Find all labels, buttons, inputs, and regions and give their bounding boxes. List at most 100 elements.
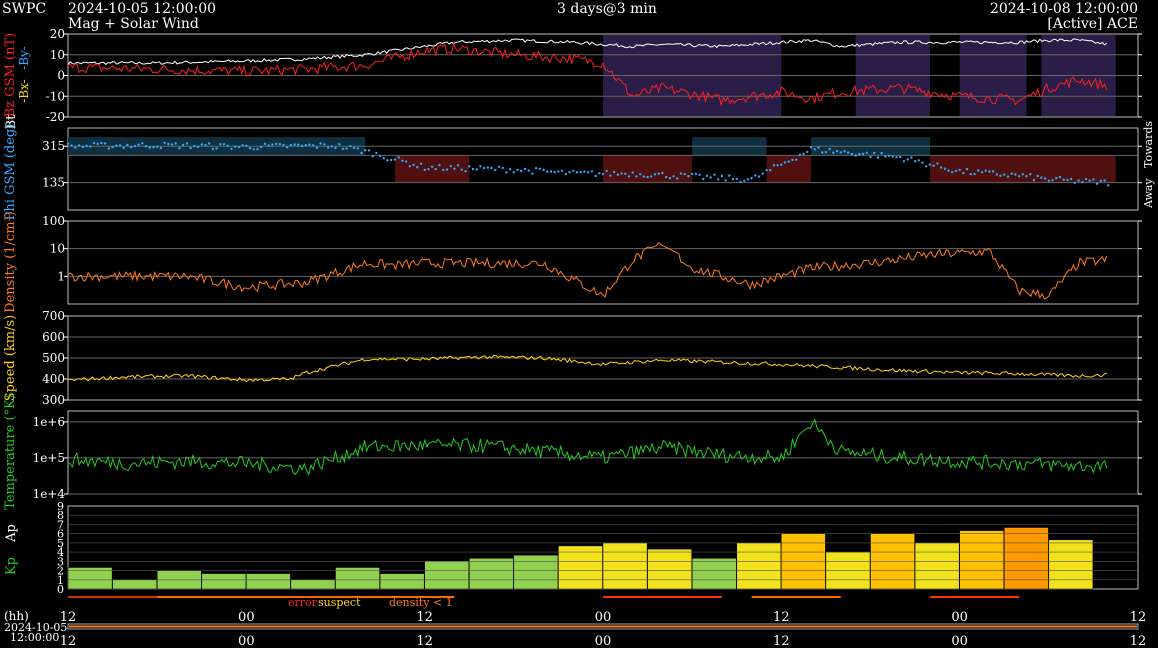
kp-bar [647, 548, 692, 590]
x-tick-label-top: 12 [60, 610, 77, 625]
temperature-series-line [67, 418, 1108, 476]
phi-point [839, 151, 842, 154]
phi-point [1017, 175, 1021, 178]
phi-point [761, 172, 764, 175]
phi-point [679, 172, 683, 175]
phi-point [936, 162, 939, 165]
timeline-bar [67, 623, 1139, 630]
phi-point [315, 146, 319, 149]
phi-point [1107, 184, 1110, 187]
quality-flag-segment [365, 596, 455, 598]
phi-point [728, 174, 731, 177]
phi-point [70, 144, 73, 147]
phi-point [798, 153, 802, 157]
phi-point [486, 166, 489, 169]
bt-series-line [67, 38, 1108, 66]
phi-point [739, 180, 742, 184]
phi-point [81, 145, 85, 149]
phi-point [1021, 173, 1024, 176]
kp-bar [201, 573, 247, 590]
phi-point [178, 147, 181, 150]
phi-point [750, 177, 753, 180]
phi-point [208, 142, 211, 145]
phi-point [234, 145, 237, 148]
phi-point [624, 172, 627, 175]
phi-point [77, 144, 81, 147]
phi-point [672, 175, 675, 178]
phi-point [271, 143, 274, 146]
phi-point [538, 167, 541, 170]
phi-point [717, 178, 720, 181]
kp-bar [558, 545, 603, 590]
phi-point [1043, 177, 1047, 180]
phi-point [356, 147, 359, 150]
time-span: 3 days@3 min [557, 1, 657, 17]
phi-point [973, 172, 976, 176]
speed-tick-label: 400 [42, 372, 65, 386]
phi-point [746, 178, 750, 181]
phi-point [308, 143, 311, 146]
phi-point [1066, 178, 1069, 182]
phi-point [854, 154, 857, 157]
x-tick-label-bottom: 00 [951, 634, 968, 648]
kp-bar [1004, 527, 1049, 590]
kp-bar [513, 554, 559, 590]
x-time-label: 12:00:00 [10, 631, 59, 644]
phi-point [984, 169, 987, 172]
phi-point [646, 175, 649, 179]
phi-point [453, 167, 456, 170]
temperature-tick-label: 1e+5 [33, 451, 65, 465]
phi-point [1047, 179, 1051, 182]
phi-point [167, 142, 170, 146]
phi-point [152, 146, 155, 149]
phi-point [211, 147, 215, 151]
kp-tick-label: 4 [57, 546, 64, 559]
phi-point [104, 142, 107, 145]
phi-point [456, 164, 460, 167]
kp-tick-label: 7 [57, 518, 64, 531]
phi-point [564, 172, 567, 176]
phi-point [694, 172, 698, 176]
phi-point [665, 175, 668, 179]
x-tick-label-top: 12 [773, 610, 790, 625]
ap-axis-label: Ap [4, 524, 19, 543]
plot-subtitle: Mag + Solar Wind [68, 16, 199, 32]
phi-point [546, 170, 549, 173]
phi-point [442, 168, 445, 172]
phi-point [375, 151, 378, 155]
phi-point [928, 163, 932, 166]
phi-point [687, 174, 690, 178]
mag-tick-label: 20 [50, 27, 65, 41]
phi-point [1073, 181, 1077, 184]
phi-point [906, 158, 909, 161]
phi-point [378, 154, 382, 158]
speed-axis-label: Speed (km/s) [3, 315, 18, 401]
phi-point [416, 166, 419, 169]
phi-point [943, 167, 946, 170]
phi-point [66, 142, 70, 145]
quality-flag-segment [603, 596, 722, 598]
phi-point [505, 171, 508, 174]
kp-bar [736, 542, 782, 590]
kp-tick-label: 5 [57, 537, 64, 550]
phi-point [962, 171, 965, 175]
kp-tick-label: 3 [57, 555, 64, 568]
end-time: 2024-10-08 12:00:00 [989, 1, 1138, 17]
phi-point [74, 146, 77, 149]
phi-point [438, 163, 441, 167]
phi-point [219, 143, 222, 146]
quality-flag-segment [157, 596, 306, 598]
towards-sector-band [394, 155, 470, 183]
kp-bar [379, 573, 425, 590]
phi-point [549, 170, 553, 173]
phi-point [408, 165, 411, 168]
mag-tick-label: -10 [46, 89, 65, 103]
phi-point [531, 172, 534, 175]
phi-point [237, 145, 241, 149]
phi-point [230, 147, 233, 151]
phi-point [1081, 180, 1084, 184]
kp-bar [914, 542, 960, 590]
bz-series-line [67, 41, 1108, 107]
phi-point [226, 144, 229, 147]
